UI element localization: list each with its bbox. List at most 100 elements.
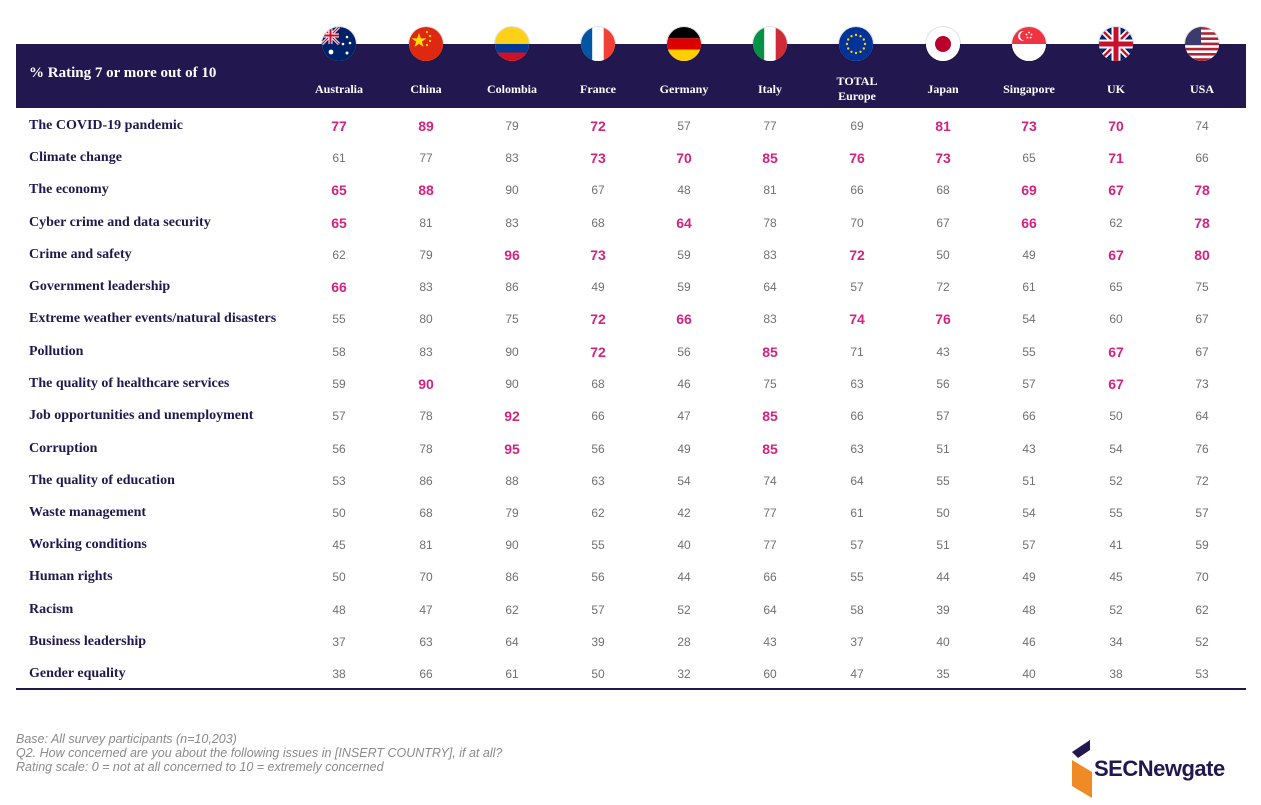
value-cell: 66: [763, 570, 777, 584]
value-cell-highlighted: 80: [1194, 247, 1210, 263]
row-label: Extreme weather events/natural disasters: [29, 311, 277, 326]
value-cell: 62: [1109, 216, 1123, 230]
value-cell: 50: [936, 506, 950, 520]
value-cell: 74: [1195, 119, 1209, 133]
value-cell: 90: [505, 377, 519, 391]
value-cell: 83: [763, 248, 777, 262]
value-cell-highlighted: 72: [590, 311, 606, 327]
value-cell-highlighted: 89: [418, 118, 434, 134]
value-cell-highlighted: 71: [1108, 150, 1124, 166]
value-cell: 64: [763, 603, 777, 617]
value-cell: 59: [677, 280, 691, 294]
flag-china-icon: [409, 27, 443, 61]
value-cell-highlighted: 66: [676, 311, 692, 327]
value-cell: 34: [1109, 635, 1123, 649]
value-cell: 45: [1109, 570, 1123, 584]
column-header-france: France: [580, 82, 616, 96]
value-cell: 77: [419, 151, 433, 165]
value-cell: 57: [332, 409, 346, 423]
row-label: Gender equality: [29, 666, 126, 681]
flag-uk-icon: [1099, 27, 1133, 61]
value-cell: 67: [1195, 312, 1209, 326]
value-cell: 55: [850, 570, 864, 584]
value-cell-highlighted: 76: [849, 150, 865, 166]
value-cell-highlighted: 69: [1021, 182, 1037, 198]
value-cell: 72: [1195, 474, 1209, 488]
value-cell: 61: [1022, 280, 1036, 294]
row-label: Job opportunities and unemployment: [29, 408, 254, 423]
value-cell: 83: [505, 151, 519, 165]
row-label: Government leadership: [29, 279, 171, 294]
row-label: Corruption: [29, 441, 98, 456]
value-cell: 61: [505, 667, 519, 681]
value-cell-highlighted: 67: [1108, 247, 1124, 263]
value-cell: 74: [763, 474, 777, 488]
value-cell: 58: [850, 603, 864, 617]
value-cell: 58: [332, 345, 346, 359]
footnote-question: Q2. How concerned are you about the foll…: [16, 746, 503, 760]
value-cell-highlighted: 66: [1021, 215, 1037, 231]
table-bottom-rule: [16, 688, 1246, 690]
value-cell: 64: [850, 474, 864, 488]
value-cell: 70: [1195, 570, 1209, 584]
value-cell: 55: [1109, 506, 1123, 520]
column-header-china: China: [410, 82, 442, 96]
value-cell: 83: [763, 312, 777, 326]
value-cell: 44: [677, 570, 691, 584]
value-cell: 47: [419, 603, 433, 617]
value-cell: 48: [1022, 603, 1036, 617]
row-label: Climate change: [29, 150, 122, 165]
value-cell: 57: [677, 119, 691, 133]
value-cell: 83: [419, 345, 433, 359]
value-cell: 43: [1022, 442, 1036, 456]
value-cell-highlighted: 95: [504, 441, 520, 457]
value-cell-highlighted: 85: [762, 408, 778, 424]
value-cell: 79: [419, 248, 433, 262]
value-cell-highlighted: 70: [1108, 118, 1124, 134]
value-cell-highlighted: 92: [504, 408, 520, 424]
footnote-base: Base: All survey participants (n=10,203): [16, 732, 237, 746]
value-cell: 57: [1022, 538, 1036, 552]
value-cell: 81: [419, 216, 433, 230]
column-header-total-europe: TOTAL Europe: [812, 74, 902, 104]
value-cell: 38: [1109, 667, 1123, 681]
column-header-usa: USA: [1189, 82, 1214, 96]
value-cell: 46: [1022, 635, 1036, 649]
flag-france-icon: [581, 27, 615, 61]
value-cell: 50: [591, 667, 605, 681]
value-cell: 48: [677, 183, 691, 197]
value-cell: 64: [763, 280, 777, 294]
row-label: Crime and safety: [29, 247, 132, 262]
column-header-germany: Germany: [659, 82, 709, 96]
value-cell: 66: [850, 183, 864, 197]
value-cell: 49: [591, 280, 605, 294]
value-cell: 77: [763, 506, 777, 520]
value-cell: 51: [936, 442, 950, 456]
value-cell-highlighted: 73: [590, 247, 606, 263]
value-cell: 57: [936, 409, 950, 423]
value-cell: 55: [936, 474, 950, 488]
column-header-uk: UK: [1107, 82, 1125, 96]
value-cell-highlighted: 85: [762, 441, 778, 457]
row-label: The COVID-19 pandemic: [29, 118, 184, 133]
flag-germany-icon: [667, 27, 701, 61]
value-cell: 67: [591, 183, 605, 197]
value-cell-highlighted: 73: [590, 150, 606, 166]
value-cell: 67: [936, 216, 950, 230]
row-label: Business leadership: [29, 634, 147, 649]
value-cell: 66: [1195, 151, 1209, 165]
value-cell: 42: [677, 506, 691, 520]
flag-colombia-icon: [495, 27, 529, 61]
value-cell: 88: [505, 474, 519, 488]
value-cell: 60: [763, 667, 777, 681]
value-cell: 61: [332, 151, 346, 165]
column-header-colombia: Colombia: [486, 82, 537, 96]
value-cell-highlighted: 73: [935, 150, 951, 166]
value-cell-highlighted: 78: [1194, 215, 1210, 231]
value-cell: 54: [1109, 442, 1123, 456]
value-cell: 70: [850, 216, 864, 230]
value-cell-highlighted: 65: [331, 182, 347, 198]
value-cell-highlighted: 76: [935, 311, 951, 327]
value-cell: 51: [936, 538, 950, 552]
value-cell: 52: [1109, 474, 1123, 488]
